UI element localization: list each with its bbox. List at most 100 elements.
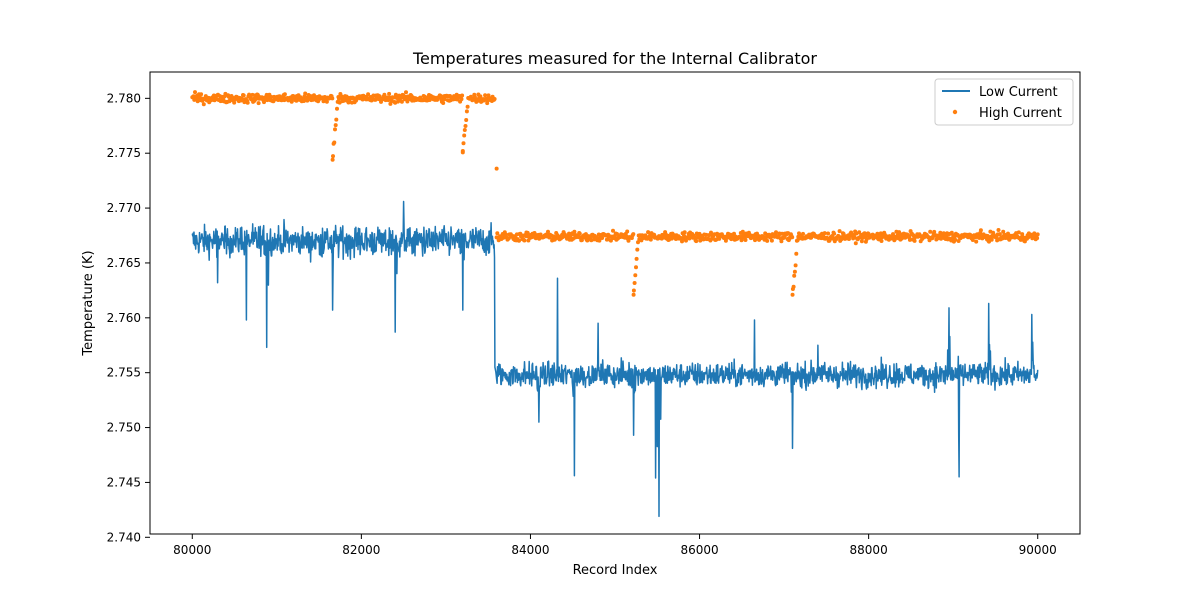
axes: 80000 82000 84000 86000 88000 90000 2.740 2.745… bbox=[107, 71, 1081, 557]
high-current-point bbox=[382, 92, 387, 97]
high-current-point bbox=[1035, 236, 1040, 241]
high-current-point bbox=[331, 154, 335, 159]
high-current-point bbox=[859, 239, 864, 244]
high-current-point bbox=[932, 229, 937, 234]
high-current-point bbox=[460, 149, 465, 154]
high-current-point bbox=[743, 238, 748, 242]
y-tick-label: 2.755 bbox=[107, 366, 141, 380]
high-current-point bbox=[1035, 232, 1040, 237]
high-current-point bbox=[1016, 230, 1021, 235]
high-current-point bbox=[478, 94, 483, 99]
high-current-point bbox=[256, 101, 261, 106]
high-current-point bbox=[941, 231, 946, 236]
high-current-point bbox=[774, 230, 778, 235]
high-current-point bbox=[635, 247, 640, 252]
high-current-point bbox=[632, 281, 637, 285]
y-axis-label: Temperature (K) bbox=[81, 250, 96, 356]
y-tick-label: 2.760 bbox=[107, 311, 141, 325]
high-current-point bbox=[422, 94, 427, 99]
high-current-point bbox=[572, 229, 577, 234]
high-current-point bbox=[912, 238, 917, 243]
high-current-point bbox=[201, 102, 206, 107]
high-current-point bbox=[504, 232, 509, 237]
high-current-point bbox=[790, 235, 795, 240]
high-current-point bbox=[928, 229, 933, 234]
high-current-point bbox=[769, 238, 774, 243]
high-current-point bbox=[494, 166, 499, 171]
x-tick-label: 82000 bbox=[342, 543, 380, 557]
high-current-point bbox=[282, 92, 287, 97]
high-current-point bbox=[333, 123, 338, 128]
y-tick-label: 2.765 bbox=[107, 256, 141, 270]
y-tick-label: 2.740 bbox=[107, 530, 141, 544]
high-current-point bbox=[579, 238, 584, 243]
high-current-point bbox=[404, 90, 408, 95]
high-current-point bbox=[631, 288, 636, 293]
high-current-point bbox=[956, 239, 961, 243]
high-current-point bbox=[463, 124, 468, 128]
high-current-point bbox=[464, 109, 469, 114]
axes-frame bbox=[149, 71, 1081, 535]
high-current-point bbox=[546, 229, 550, 234]
high-current-point bbox=[442, 97, 447, 102]
high-current-point bbox=[483, 93, 488, 98]
high-current-point bbox=[996, 228, 1001, 232]
plot-area bbox=[190, 90, 1040, 518]
high-current-point bbox=[193, 90, 197, 95]
high-current-point bbox=[634, 265, 638, 270]
high-current-point bbox=[332, 140, 337, 145]
high-current-point bbox=[717, 236, 722, 241]
high-current-point bbox=[974, 239, 979, 244]
high-current-point bbox=[522, 238, 527, 243]
high-current-point bbox=[486, 93, 491, 98]
high-current-point bbox=[970, 238, 975, 242]
high-current-point bbox=[460, 93, 465, 98]
high-current-point bbox=[792, 269, 797, 274]
high-current-point bbox=[241, 93, 246, 98]
low-current-line bbox=[191, 200, 1039, 518]
high-current-point bbox=[841, 231, 846, 236]
high-current-point bbox=[465, 104, 470, 109]
high-current-point bbox=[648, 237, 653, 242]
x-tick-label: 90000 bbox=[1019, 543, 1057, 557]
high-current-point bbox=[262, 100, 266, 105]
legend: Low Current High Current bbox=[934, 78, 1074, 126]
high-current-point bbox=[631, 292, 636, 297]
x-tick-label: 86000 bbox=[680, 543, 718, 557]
high-current-point bbox=[625, 229, 630, 234]
high-current-point bbox=[791, 284, 796, 289]
high-current-point bbox=[633, 273, 638, 278]
high-current-point bbox=[837, 229, 842, 234]
high-current-point bbox=[997, 232, 1002, 237]
high-current-point bbox=[461, 141, 466, 146]
chart-title: Temperatures measured for the Internal C… bbox=[412, 49, 817, 68]
high-current-point bbox=[1001, 229, 1006, 234]
high-current-point bbox=[615, 232, 619, 236]
high-current-point bbox=[684, 238, 688, 243]
legend-dot-marker bbox=[952, 109, 958, 115]
high-current-point bbox=[335, 106, 339, 111]
high-current-point bbox=[600, 236, 605, 240]
high-current-point bbox=[822, 231, 827, 236]
high-current-point bbox=[399, 99, 404, 104]
high-current-point bbox=[495, 231, 500, 236]
y-tick-label: 2.775 bbox=[107, 146, 141, 160]
high-current-point bbox=[792, 273, 797, 278]
high-current-point bbox=[801, 231, 805, 236]
high-current-point bbox=[794, 251, 799, 256]
high-current-point bbox=[459, 97, 464, 102]
high-current-point bbox=[739, 238, 744, 243]
high-current-point bbox=[441, 101, 446, 105]
high-current-point bbox=[646, 230, 651, 235]
high-current-point bbox=[492, 97, 497, 101]
high-current-point bbox=[978, 228, 983, 233]
x-tick-label: 88000 bbox=[850, 543, 888, 557]
high-current-point bbox=[687, 236, 692, 241]
high-current-point bbox=[289, 99, 294, 104]
y-tick-label: 2.745 bbox=[107, 475, 141, 489]
legend-label-high-current: High Current bbox=[979, 106, 1062, 121]
high-current-point bbox=[793, 263, 798, 268]
high-current-point bbox=[631, 232, 636, 237]
high-current-point bbox=[334, 117, 339, 122]
